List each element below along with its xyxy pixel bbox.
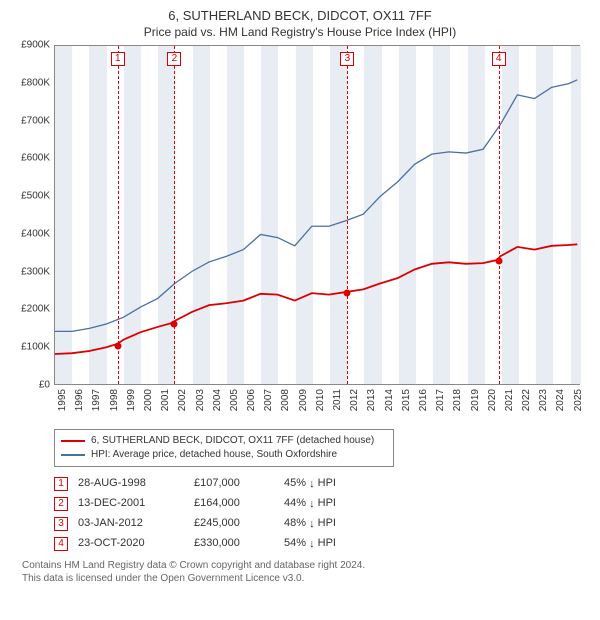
sale-index-box: 3: [54, 517, 68, 531]
sale-marker-line: [118, 46, 119, 384]
sale-row: 3 03-JAN-2012£245,00048% ↓ HPI: [54, 513, 474, 533]
sale-row: 4 23-OCT-2020£330,00054% ↓ HPI: [54, 533, 474, 553]
y-tick-label: £300K: [21, 266, 50, 277]
x-tick-label: 2005: [229, 389, 240, 411]
down-arrow-icon: ↓: [309, 514, 315, 534]
x-tick-label: 2013: [366, 389, 377, 411]
x-tick-label: 2023: [538, 389, 549, 411]
down-arrow-icon: ↓: [309, 494, 315, 514]
chart-subtitle: Price paid vs. HM Land Registry's House …: [12, 25, 588, 39]
y-axis: £0£100K£200K£300K£400K£500K£600K£700K£80…: [12, 45, 54, 385]
chart-lines: [55, 46, 579, 384]
x-tick-label: 2011: [332, 389, 343, 411]
y-tick-label: £400K: [21, 228, 50, 239]
legend: 6, SUTHERLAND BECK, DIDCOT, OX11 7FF (de…: [54, 429, 394, 467]
y-tick-label: £700K: [21, 115, 50, 126]
y-tick-label: £800K: [21, 77, 50, 88]
x-tick-label: 1996: [74, 389, 85, 411]
x-tick-label: 2012: [349, 389, 360, 411]
x-tick-label: 2004: [212, 389, 223, 411]
y-tick-label: £500K: [21, 191, 50, 202]
sale-pct: 44% ↓ HPI: [284, 493, 364, 513]
x-tick-label: 2000: [143, 389, 154, 411]
x-tick-label: 1997: [91, 389, 102, 411]
x-tick-label: 1995: [57, 389, 68, 411]
x-tick-label: 2010: [315, 389, 326, 411]
x-tick-label: 2025: [573, 389, 584, 411]
legend-swatch: [61, 440, 85, 442]
sale-pct: 45% ↓ HPI: [284, 473, 364, 493]
y-tick-label: £100K: [21, 342, 50, 353]
sale-date: 03-JAN-2012: [78, 513, 194, 533]
sale-pct: 54% ↓ HPI: [284, 533, 364, 553]
sale-row: 2 13-DEC-2001£164,00044% ↓ HPI: [54, 493, 474, 513]
y-tick-label: £0: [39, 380, 50, 391]
x-tick-label: 2021: [504, 389, 515, 411]
x-tick-label: 2022: [521, 389, 532, 411]
sale-date: 13-DEC-2001: [78, 493, 194, 513]
x-tick-label: 2017: [435, 389, 446, 411]
sale-index-box: 4: [54, 537, 68, 551]
y-tick-label: £900K: [21, 40, 50, 51]
sale-index-box: 2: [54, 497, 68, 511]
legend-swatch: [61, 454, 85, 456]
footer-line: This data is licensed under the Open Gov…: [22, 572, 588, 585]
plot-area: 1 2 3 4: [54, 45, 580, 385]
x-tick-label: 1998: [109, 389, 120, 411]
x-tick-label: 2001: [160, 389, 171, 411]
x-tick-label: 2024: [555, 389, 566, 411]
sale-marker-line: [174, 46, 175, 384]
sale-marker-label: 3: [340, 52, 354, 66]
legend-label: 6, SUTHERLAND BECK, DIDCOT, OX11 7FF (de…: [91, 434, 374, 448]
legend-item: 6, SUTHERLAND BECK, DIDCOT, OX11 7FF (de…: [61, 434, 387, 448]
x-tick-label: 2003: [195, 389, 206, 411]
legend-label: HPI: Average price, detached house, Sout…: [91, 448, 337, 462]
sale-marker-label: 2: [167, 52, 181, 66]
x-tick-label: 2018: [452, 389, 463, 411]
x-tick-label: 2019: [470, 389, 481, 411]
x-axis: 1995 1996 1997 1998 1999 2000 2001 2002 2003 2004…: [54, 385, 580, 425]
x-tick-label: 2016: [418, 389, 429, 411]
sale-marker-dot: [344, 290, 351, 297]
sale-date: 23-OCT-2020: [78, 533, 194, 553]
chart-title: 6, SUTHERLAND BECK, DIDCOT, OX11 7FF: [12, 8, 588, 23]
sale-marker-line: [499, 46, 500, 384]
sale-row: 1 28-AUG-1998£107,00045% ↓ HPI: [54, 473, 474, 493]
sale-marker-dot: [171, 321, 178, 328]
y-tick-label: £200K: [21, 304, 50, 315]
footer-line: Contains HM Land Registry data © Crown c…: [22, 559, 588, 572]
x-tick-label: 2006: [246, 389, 257, 411]
sale-marker-dot: [495, 258, 502, 265]
legend-item: HPI: Average price, detached house, Sout…: [61, 448, 387, 462]
sale-pct: 48% ↓ HPI: [284, 513, 364, 533]
down-arrow-icon: ↓: [309, 474, 315, 494]
sale-price: £164,000: [194, 493, 284, 513]
sale-marker-label: 1: [111, 52, 125, 66]
x-tick-label: 2014: [384, 389, 395, 411]
x-tick-label: 2020: [487, 389, 498, 411]
chart: £0 £100K £200K £300K £400K £500K £600K £700K £80…: [12, 45, 588, 425]
x-tick-label: 2015: [401, 389, 412, 411]
x-tick-label: 2007: [263, 389, 274, 411]
sale-date: 28-AUG-1998: [78, 473, 194, 493]
sale-marker-dot: [114, 342, 121, 349]
sale-index-box: 1: [54, 477, 68, 491]
sale-marker-label: 4: [492, 52, 506, 66]
x-tick-label: 2009: [298, 389, 309, 411]
sales-table: 1 28-AUG-1998£107,00045% ↓ HPI 2 13-DEC-200…: [54, 473, 474, 553]
sale-price: £330,000: [194, 533, 284, 553]
x-tick-label: 2002: [177, 389, 188, 411]
down-arrow-icon: ↓: [309, 534, 315, 554]
sale-price: £245,000: [194, 513, 284, 533]
x-tick-label: 1999: [126, 389, 137, 411]
sale-marker-line: [347, 46, 348, 384]
footer: Contains HM Land Registry data © Crown c…: [22, 559, 588, 585]
y-tick-label: £600K: [21, 153, 50, 164]
sale-price: £107,000: [194, 473, 284, 493]
x-tick-label: 2008: [280, 389, 291, 411]
